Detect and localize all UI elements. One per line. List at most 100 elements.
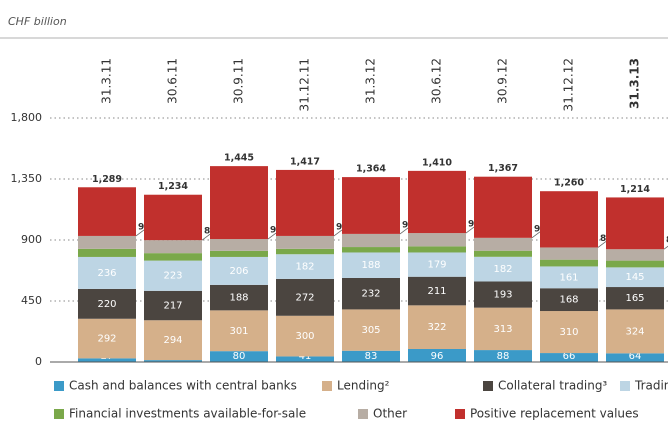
bar-segment [342,177,400,234]
subtotal-label: 832¹ [666,236,668,246]
bar-segment [408,276,466,306]
segment-label: 168 [559,295,578,306]
segment-label: 232 [361,289,380,300]
bar-segment [144,260,202,291]
bar-segment [408,246,466,253]
bar-segment [408,348,466,362]
bar-segment [144,240,202,254]
total-label: 1,364 [356,164,386,175]
subtotal-leader [267,232,277,240]
bar-segment [276,315,334,357]
segment-label: 236 [97,268,116,279]
segment-label: 206 [229,266,248,277]
total-label: 1,260 [554,178,584,189]
segment-label: 313 [493,324,512,335]
segment-label: 310 [559,327,578,338]
segment-label: 80 [233,351,246,362]
bar-segment [474,281,532,308]
bar-segment [540,191,598,248]
legend-label: Collateral trading³ [498,379,607,393]
bar-segment [144,253,202,261]
subtotal-leader [333,229,343,237]
y-tick-label: 1,350 [11,172,43,185]
segment-label: 292 [97,334,116,345]
x-tick-label: 30.9.11 [232,58,246,104]
x-tick-label: 31.12.11 [298,58,312,111]
segment-label: 211 [427,286,446,297]
legend-label: Other [373,407,407,421]
bar-segment [606,267,664,288]
x-tick-label: 31.3.11 [100,58,114,104]
bar-segment [78,288,136,319]
segment-label: 188 [229,293,248,304]
bar-segment [210,351,268,362]
x-tick-label: 31.3.12 [364,58,378,104]
segment-label: 83 [365,351,378,362]
segment-label: 66 [563,351,576,362]
bar-segment [276,356,334,362]
subtotal-leader [597,241,607,248]
bar-segment [210,284,268,311]
bar-segment [606,260,664,268]
legend-swatch [54,409,64,419]
bar-segment [342,277,400,310]
bar-segment [210,310,268,352]
bar-segment [606,197,664,250]
bar-segment [540,353,598,362]
bar-segment [210,250,268,257]
segment-label: 88 [497,351,510,362]
bar-segment [144,320,202,361]
segment-label: 220 [97,299,116,310]
bar-segment [276,248,334,255]
segment-label: 305 [361,325,380,336]
bar-segment [408,252,466,277]
legend-label: Lending² [337,379,390,393]
legend-swatch [483,381,493,391]
bar-segment [540,266,598,289]
bar-segment [540,311,598,354]
segment-label: 301 [229,326,248,337]
segment-label: 64 [629,351,642,362]
bar-segment [78,187,136,236]
segment-label: 165 [625,293,644,304]
total-label: 1,214 [620,184,650,195]
bar-segment [144,290,202,321]
y-tick-label: 450 [21,294,42,307]
y-tick-label: 1,800 [11,111,43,124]
subtitle: CHF billion [8,15,67,28]
x-tick-label: 30.6.12 [430,58,444,104]
segment-label: 193 [493,290,512,301]
subtotal-leader [531,231,541,239]
bar-segment [474,307,532,351]
segment-label: 182 [295,262,314,273]
bar-segment [276,254,334,279]
legend-label: Positive replacement values [470,407,639,421]
bar-segment [342,350,400,362]
legend-swatch [322,381,332,391]
y-tick-label: 0 [35,355,42,368]
bar-segment [276,278,334,316]
subtotal-leader [465,226,475,234]
bar-segment [474,237,532,251]
total-label: 1,234 [158,181,188,192]
segment-label: 272 [295,292,314,303]
legend-swatch [620,381,630,391]
segment-label: 223 [163,271,182,282]
bar-segment [78,318,136,359]
y-tick-label: 900 [21,233,42,246]
bar-segment [474,350,532,362]
bar-segment [78,248,136,257]
bar-segment [210,166,268,240]
bar-segment [540,288,598,312]
bar-segment [78,256,136,289]
bar-segment [408,233,466,247]
segment-label: 179 [427,260,446,271]
segment-label: 294 [163,335,182,346]
bar-segment [342,309,400,351]
segment-label: 96 [431,351,444,362]
segment-label: 217 [163,301,182,312]
bar-segment [342,247,400,253]
x-tick-label: 31.12.12 [562,58,576,111]
segment-label: 300 [295,331,314,342]
